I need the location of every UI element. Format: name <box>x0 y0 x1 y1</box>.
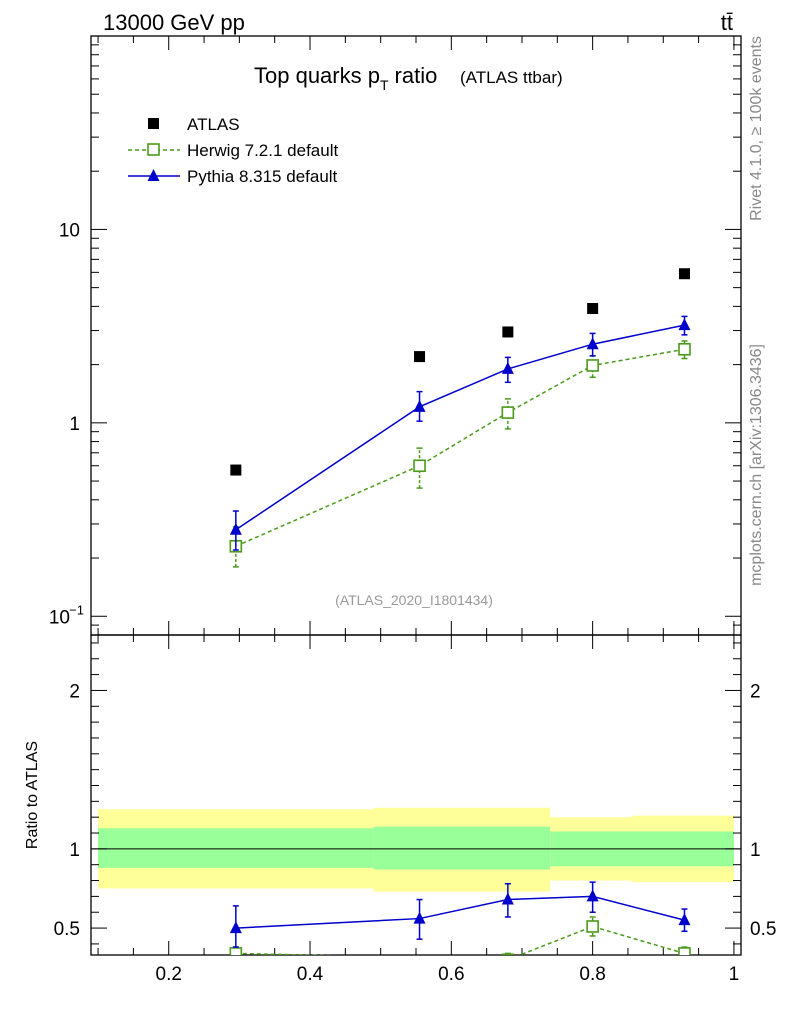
ratio-data-layer <box>229 881 691 955</box>
pythia-ratio-point <box>678 913 691 926</box>
legend-atlas-marker <box>148 118 159 129</box>
atlas-point <box>414 351 426 363</box>
analysis-watermark: (ATLAS_2020_I1801434) <box>335 592 493 608</box>
legend-pythia-label: Pythia 8.315 default <box>187 167 338 186</box>
herwig-line <box>235 348 685 547</box>
rivet-label: Rivet 4.1.0, ≥ 100k events <box>748 36 765 221</box>
chart-title-note: (ATLAS ttbar) <box>460 68 563 87</box>
herwig-point <box>501 406 515 419</box>
atlas-point <box>502 326 514 338</box>
band-inner <box>98 828 374 868</box>
process-label: tt̄ <box>721 10 733 35</box>
herwig-ratio-point <box>678 947 691 955</box>
pythia-line <box>235 324 685 531</box>
ratio-plot-frame <box>90 634 742 956</box>
legend-atlas-label: ATLAS <box>187 115 240 134</box>
legend-herwig-label: Herwig 7.2.1 default <box>187 141 338 160</box>
herwig-point <box>678 342 691 356</box>
pythia-ratio-point <box>586 889 599 902</box>
x-tick-label: 1 <box>729 964 740 985</box>
atlas-point <box>230 464 242 476</box>
pythia-ratio-point <box>229 921 242 934</box>
herwig-point <box>413 459 426 473</box>
legend-pythia-marker <box>147 169 160 181</box>
ratio-y-tick-label-right: 0.5 <box>750 919 776 940</box>
pythia-point <box>229 522 242 535</box>
y-tick-label: 10 <box>59 220 80 241</box>
pythia-ratio-point <box>413 911 426 924</box>
band-inner <box>373 826 551 870</box>
x-tick-label: 0.2 <box>156 964 182 985</box>
atlas-point <box>678 268 690 280</box>
herwig-ratio-point <box>586 920 599 933</box>
ratio-ylabel: Ratio to ATLAS <box>24 741 41 849</box>
legend: ATLAS Herwig 7.2.1 default Pythia 8.315 … <box>128 115 338 186</box>
ratio-y-tick-label-right: 2 <box>750 681 761 702</box>
x-tick-label: 0.6 <box>438 964 464 985</box>
y-tick-label: 10 <box>49 607 70 628</box>
chart-title-suffix: ratio <box>395 63 438 88</box>
herwig-ratio-point <box>229 947 243 955</box>
ratio-y-tick-label-left: 0.5 <box>54 919 80 940</box>
ratio-y-tick-label-left: 1 <box>69 840 80 861</box>
pythia-point <box>413 399 426 412</box>
pythia-point <box>678 318 691 331</box>
x-tick-label: 0.8 <box>579 964 605 985</box>
legend-herwig-marker <box>147 143 160 156</box>
y-tick-label: 1 <box>69 414 80 435</box>
main-data-layer <box>229 268 691 568</box>
pythia-ratio-point <box>501 892 514 905</box>
pythia-point <box>586 337 599 350</box>
source-label: mcplots.cern.ch [arXiv:1306.3436] <box>748 344 765 586</box>
chart-title: Top quarks pT ratio <box>254 63 437 93</box>
reference-bands <box>91 807 741 892</box>
x-tick-label: 0.4 <box>297 964 324 985</box>
chart-title-main: Top quarks p <box>254 63 380 88</box>
herwig-ratio-line <box>235 925 685 955</box>
pythia-point <box>501 361 514 374</box>
energy-label: 13000 GeV pp <box>103 10 245 35</box>
ratio-y-tick-label-right: 1 <box>750 840 761 861</box>
herwig-ratio-point <box>501 953 515 955</box>
y-tick-label-exponent: −1 <box>69 602 84 617</box>
ratio-y-tick-label-left: 2 <box>69 681 80 702</box>
atlas-point <box>587 303 599 315</box>
chart-title-sub: T <box>380 77 389 93</box>
pythia-ratio-line <box>235 895 685 929</box>
herwig-point <box>586 359 599 372</box>
